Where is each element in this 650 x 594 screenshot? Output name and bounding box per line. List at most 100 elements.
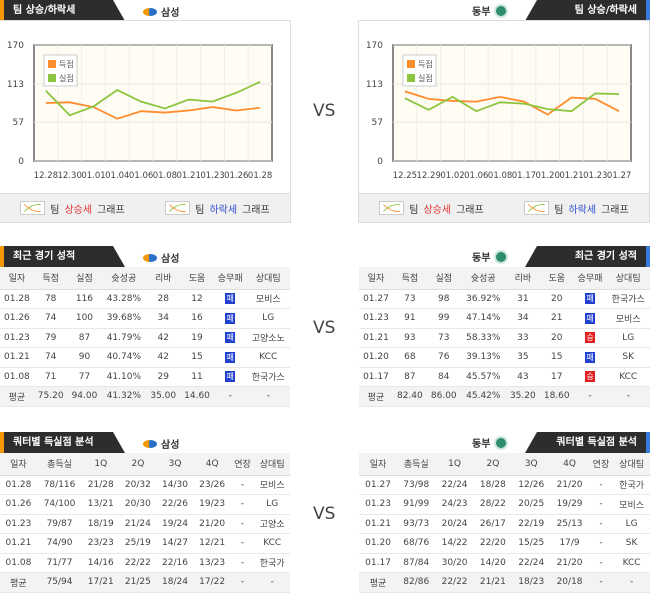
table-cell: 14/20 xyxy=(473,553,513,573)
table-row: 01.28 78 116 43.28% 28 12 패 모비스 xyxy=(0,289,290,309)
table-cell: 모비스 xyxy=(606,308,650,329)
table-cell: 고양소 xyxy=(254,514,290,534)
table-cell: 73/98 xyxy=(397,475,436,495)
x-tick-label: 12.28 xyxy=(34,171,58,181)
table-cell: 01.08 xyxy=(0,367,34,387)
x-tick-label: 01.20 xyxy=(536,171,560,181)
y-tick-label: 170 xyxy=(366,41,383,51)
table-row: 01.26 74 100 39.68% 34 16 패 LG xyxy=(0,308,290,329)
legend-text: 그래프 xyxy=(601,204,629,216)
table-cell: 30/20 xyxy=(435,553,474,573)
column-header: 슛성공 xyxy=(460,267,506,290)
legend-down: 팀 하락세 그래프 xyxy=(524,201,629,216)
table-cell: - xyxy=(588,553,614,573)
vs-label: VS xyxy=(313,318,336,338)
table-cell: 01.28 xyxy=(0,475,37,495)
graph-legend-bar: 팀 상승세 그래프 팀 하락세 그래프 xyxy=(359,193,649,222)
legend-label: 득점 xyxy=(59,59,74,69)
table-cell: 42 xyxy=(146,328,181,348)
table-cell: 29 xyxy=(146,367,181,387)
result-badge: 패 xyxy=(585,312,596,324)
column-header: 상대팀 xyxy=(254,453,290,476)
table-cell: 01.21 xyxy=(359,328,393,348)
table-cell: 75/94 xyxy=(36,572,83,593)
recent-table-right: 일자 득점 실점 슛성공 리바 도움 승무패 상대팀 01.27 73 98 36.92% 31 20 패 한… xyxy=(359,267,650,407)
table-cell: 18.60 xyxy=(539,386,574,407)
result-cell: 패 xyxy=(213,289,247,309)
table-cell: 평균 xyxy=(0,386,34,407)
table-cell: LG xyxy=(613,514,650,534)
table-cell: 34 xyxy=(505,308,540,329)
result-cell: 패 xyxy=(213,328,247,348)
table-cell: - xyxy=(230,533,255,554)
table-cell: 22/22 xyxy=(119,553,157,573)
table-header-row: 일자 총득실 1Q 2Q 3Q 4Q 연장 상대팀 xyxy=(359,453,650,476)
column-header: 4Q xyxy=(550,453,589,476)
average-row: 평균 75.20 94.00 41.32% 35.00 14.60- - xyxy=(0,386,290,407)
table-cell: 22/22 xyxy=(435,572,474,593)
table-cell: 98 xyxy=(426,289,461,309)
table-cell: 41.79% xyxy=(101,328,147,348)
team-name: 삼성 xyxy=(161,440,180,451)
table-cell: 87 xyxy=(67,328,102,348)
table-cell: 01.17 xyxy=(359,553,398,573)
column-header: 리바 xyxy=(146,267,181,290)
table-cell: 14/27 xyxy=(156,533,194,554)
column-header: 상대팀 xyxy=(246,267,290,290)
table-cell: 18/19 xyxy=(82,514,120,534)
table-cell: 71 xyxy=(33,367,68,387)
table-cell: 21/20 xyxy=(550,553,589,573)
legend-text: 팀 xyxy=(195,204,205,216)
column-header: 2Q xyxy=(473,453,513,476)
column-header: 슛성공 xyxy=(101,267,147,290)
result-badge: 패 xyxy=(585,293,596,305)
table-cell: 91/99 xyxy=(397,494,436,515)
table-cell: SK xyxy=(613,533,650,554)
table-row: 01.23 79/87 18/19 21/24 19/24 21/20- 고양소 xyxy=(0,514,290,534)
table-cell: 12/21 xyxy=(193,533,231,554)
table-row: 01.23 79 87 41.79% 42 19 패 고양소노 xyxy=(0,328,290,348)
table-cell: 75.20 xyxy=(33,386,68,407)
column-header: 상대팀 xyxy=(613,453,650,476)
section-tab-quarter-left: 쿼터별 득실점 분석 xyxy=(0,432,125,453)
dongbu-logo-icon xyxy=(494,249,509,264)
x-tick-label: 01.23 xyxy=(200,171,224,181)
table-cell: 14/16 xyxy=(82,553,120,573)
table-cell: 43 xyxy=(505,367,540,387)
table-cell: - xyxy=(588,533,614,554)
table-cell: 고양소노 xyxy=(246,328,290,348)
table-cell: - xyxy=(254,572,290,593)
legend-text: 그래프 xyxy=(456,204,484,216)
table-cell: 79 xyxy=(33,328,68,348)
result-cell: 승 xyxy=(573,367,607,387)
graph-legend-bar: 팀 상승세 그래프 팀 하락세 그래프 xyxy=(0,193,290,222)
table-cell: 22/24 xyxy=(435,475,474,495)
table-cell: 41.32% xyxy=(101,386,147,407)
x-tick-label: 01.21 xyxy=(559,171,583,181)
team-name: 동부 xyxy=(472,253,491,264)
chart-panel-right: 0 57 113 170 12.25 12.29 01.02 01.06 01.08 01.17 0… xyxy=(358,20,650,223)
table-cell: - xyxy=(230,553,255,573)
section-tab-quarter-right: 쿼터별 득실점 분석 xyxy=(525,432,650,453)
table-cell: - xyxy=(588,572,614,593)
table-cell: 74/100 xyxy=(36,494,83,515)
x-tick-label: 01.21 xyxy=(177,171,201,181)
table-cell: 17 xyxy=(539,367,574,387)
result-badge: 승 xyxy=(585,332,596,344)
column-header: 1Q xyxy=(435,453,474,476)
table-cell: LG xyxy=(254,494,290,515)
team-label-right: 동부 xyxy=(472,3,509,18)
table-cell: LG xyxy=(246,308,290,329)
table-header-row: 일자 득점 실점 슛성공 리바 도움 승무패 상대팀 xyxy=(359,267,650,290)
legend-text: 하락세 xyxy=(568,204,597,216)
table-cell: 93/73 xyxy=(397,514,436,534)
table-cell: - xyxy=(573,386,607,407)
table-cell: 99 xyxy=(426,308,461,329)
x-tick-label: 01.02 xyxy=(440,171,464,181)
table-cell: 78/116 xyxy=(36,475,83,495)
legend-text: 팀 xyxy=(50,204,60,216)
table-cell: 19 xyxy=(180,328,214,348)
table-cell: 21/20 xyxy=(550,475,589,495)
